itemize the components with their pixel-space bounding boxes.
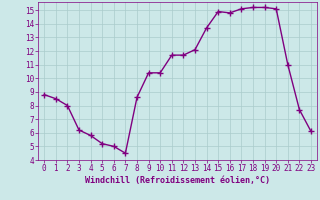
X-axis label: Windchill (Refroidissement éolien,°C): Windchill (Refroidissement éolien,°C) — [85, 176, 270, 185]
